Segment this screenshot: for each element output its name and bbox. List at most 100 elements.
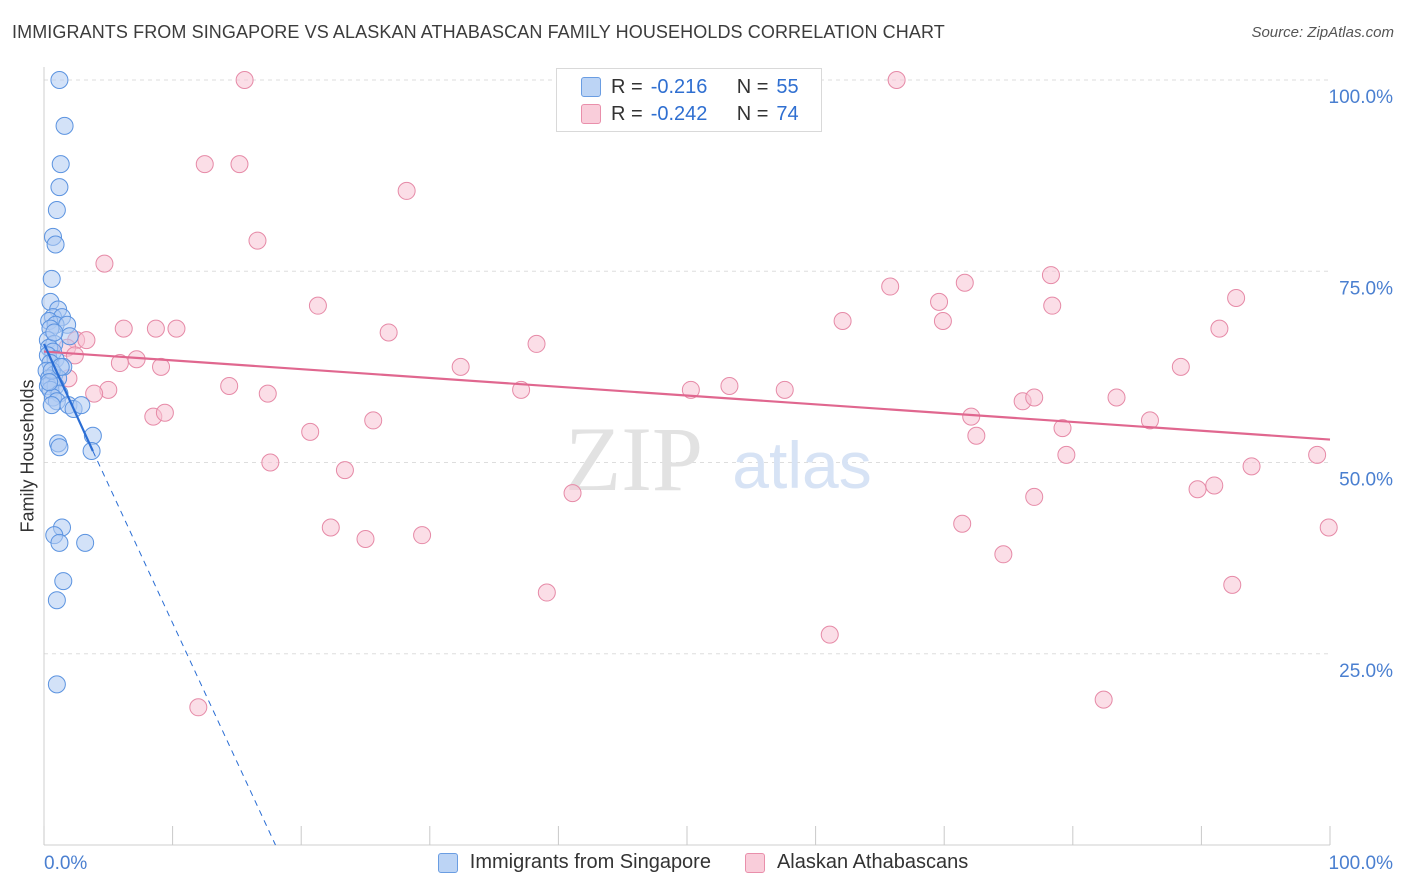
watermark-zip: ZIP [565, 408, 703, 510]
legend-r-label: R = [611, 75, 643, 98]
athabascan-point [1171, 357, 1190, 376]
athabascan-point [1053, 419, 1072, 438]
singapore-point [60, 327, 79, 346]
correlation-legend: R = -0.216 N = 55 R = -0.242 N = 74 [556, 68, 822, 132]
y-tick-label: 100.0% [1329, 87, 1394, 108]
athabascan-point [110, 354, 129, 373]
athabascan-point [321, 518, 340, 537]
athabascan-point [451, 357, 470, 376]
athabascan-point [537, 583, 556, 602]
athabascan-point [720, 377, 739, 395]
y-axis-label: Family Households [17, 379, 38, 533]
singapore-point [42, 269, 61, 288]
trend-lines [42, 343, 1331, 846]
athabascan-point [95, 254, 114, 273]
x-tick-label: 100.0% [1329, 853, 1394, 874]
athabascan-point [775, 380, 794, 399]
athabascan-point [308, 296, 327, 315]
athabascan-point [248, 231, 267, 250]
legend-item-athabascan[interactable]: Alaskan Athabascans [744, 851, 969, 874]
legend-n-value: 55 [776, 75, 799, 98]
athabascan-point [1107, 388, 1126, 407]
y-tick-label: 25.0% [1339, 661, 1393, 682]
legend-swatch-pink [744, 852, 765, 873]
singapore-point [47, 591, 66, 610]
alaskan-athabascans-points [58, 71, 1338, 717]
legend-label-athabascan: Alaskan Athabascans [776, 851, 969, 873]
source-label: Source: ZipAtlas.com [1251, 24, 1394, 41]
athabascan-point [1043, 296, 1062, 315]
athabascan-point [413, 526, 432, 545]
singapore-point [82, 442, 101, 461]
legend-item-singapore[interactable]: Immigrants from Singapore [437, 851, 711, 874]
axes [43, 67, 1331, 846]
athabascan-point [114, 319, 133, 338]
singapore-point [47, 201, 66, 220]
athabascan-point [220, 377, 239, 395]
legend-n-label: N = [736, 102, 769, 125]
athabascan-point [258, 384, 277, 403]
athabascan-point [335, 461, 354, 480]
tick-labels: 25.0% 50.0% 75.0% 100.0% 0.0% 100.0% [44, 87, 1393, 874]
singapore-point [50, 71, 69, 89]
singapore-trend-line [42, 343, 94, 452]
athabascan-point [527, 334, 546, 353]
singapore-point [76, 533, 95, 552]
athabascan-point [833, 311, 852, 330]
athabascan-point [195, 155, 214, 174]
athabascan-point [1319, 518, 1338, 537]
x-tick-label: 0.0% [44, 853, 87, 874]
singapore-point [50, 438, 69, 457]
singapore-point [45, 323, 64, 342]
watermark-atlas: atlas [732, 428, 871, 502]
legend-row-athabascan: R = -0.242 N = 74 [557, 101, 799, 127]
athabascan-point [962, 407, 981, 426]
athabascan-point [167, 319, 186, 338]
athabascan-point [65, 346, 84, 365]
series-legend: Immigrants from Singapore Alaskan Athaba… [0, 851, 1406, 874]
athabascan-point [235, 71, 254, 89]
singapore-point [40, 373, 59, 392]
athabascan-point [1057, 445, 1076, 464]
legend-r-value: -0.242 [650, 102, 708, 125]
athabascan-point [1094, 690, 1113, 709]
legend-swatch-blue [437, 852, 458, 873]
athabascan-point [261, 453, 280, 472]
athabascan-point [563, 484, 582, 503]
singapore-point [54, 572, 73, 591]
athabascan-point [1025, 388, 1044, 407]
singapore-point [47, 675, 66, 694]
athabascan-point [1227, 289, 1246, 308]
athabascan-point [155, 403, 174, 422]
athabascan-point [1041, 266, 1060, 285]
athabascan-point [820, 625, 839, 644]
athabascan-point [397, 181, 416, 200]
legend-row-singapore: R = -0.216 N = 55 [557, 74, 799, 100]
athabascan-point [1210, 319, 1229, 338]
athabascan-trend-line [43, 350, 1331, 441]
athabascan-point [1140, 411, 1159, 430]
legend-n-label: N = [736, 75, 769, 98]
athabascan-point [146, 319, 165, 338]
athabascan-point [152, 357, 171, 376]
athabascan-point [230, 155, 249, 174]
legend-swatch-pink [581, 104, 601, 124]
athabascan-point [379, 323, 398, 342]
y-tick-label: 75.0% [1339, 278, 1393, 299]
legend-n-value: 74 [776, 102, 799, 125]
legend-r-value: -0.216 [650, 75, 708, 98]
athabascan-point [85, 384, 104, 403]
athabascan-point [955, 273, 974, 292]
singapore-point [51, 155, 70, 174]
legend-swatch-blue [581, 77, 601, 97]
singapore-trend-extension [92, 450, 276, 846]
athabascan-point [887, 71, 906, 89]
athabascan-point [77, 331, 96, 350]
athabascan-point [953, 514, 972, 533]
athabascan-point [933, 311, 952, 330]
chart-title: IMMIGRANTS FROM SINGAPORE VS ALASKAN ATH… [12, 22, 945, 42]
athabascan-point [930, 292, 949, 311]
athabascan-point [1188, 480, 1207, 499]
singapore-point [42, 396, 61, 415]
